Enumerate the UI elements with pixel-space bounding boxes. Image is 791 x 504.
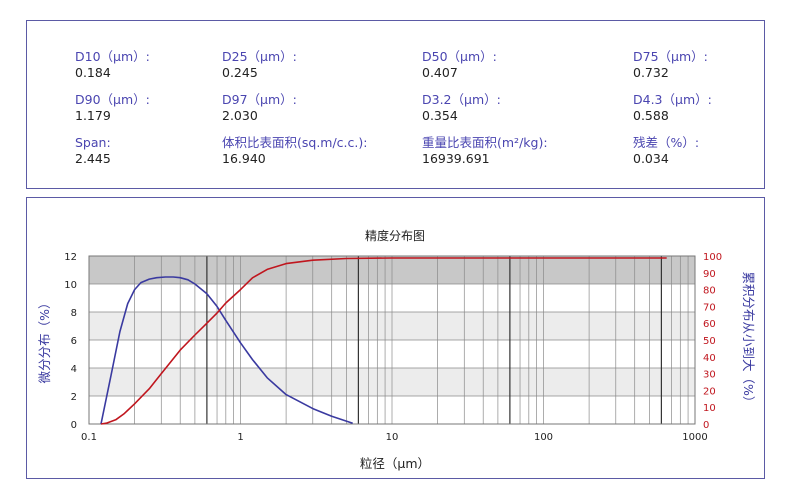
stat-item: Span: 2.445: [75, 135, 111, 167]
y-left-tick-label: 12: [64, 252, 77, 263]
stat-item: D90（μm）: 1.179: [75, 92, 150, 124]
stat-label: D3.2（μm）:: [422, 92, 501, 107]
y-left-tick-label: 8: [71, 308, 77, 319]
x-tick-label: 10: [386, 432, 399, 443]
y-left-tick-label: 0: [71, 420, 77, 431]
distribution-chart: 0.1 1 10 100 1000024681012010203040506070809…: [37, 228, 756, 471]
y-left-tick-label: 6: [71, 336, 77, 347]
y-right-tick-label: 30: [703, 370, 716, 381]
stat-item: D50（μm）: 0.407: [422, 49, 497, 81]
stat-label: D75（μm）:: [633, 49, 708, 64]
y-axis-left-label: 微分分布（%）: [37, 297, 52, 384]
y-right-tick-label: 60: [703, 319, 716, 330]
y-left-tick-label: 4: [71, 364, 77, 375]
stat-label: D4.3（μm）:: [633, 92, 712, 107]
y-axis-right-label: 累积分布从小到大（%）: [741, 272, 756, 409]
stat-value: 16939.691: [422, 151, 490, 166]
stat-label: 残差（%）:: [633, 135, 700, 150]
y-right-tick-label: 80: [703, 286, 716, 297]
stat-item: D10（μm）: 0.184: [75, 49, 150, 81]
y-right-tick-label: 0: [703, 420, 709, 431]
stat-item: 残差（%）: 0.034: [633, 135, 699, 167]
series-layer: [100, 257, 667, 425]
stat-value: 1.179: [75, 108, 111, 123]
stat-label: D10（μm）:: [75, 49, 150, 64]
stat-value: 0.407: [422, 65, 458, 80]
stat-item: D4.3（μm）: 0.588: [633, 92, 712, 124]
chart-panel: 0.1 1 10 100 1000 0 2 4 6 8 10 12 0 10 20 30 40 50 60 70 80 9…: [26, 197, 765, 479]
stat-value: 0.588: [633, 108, 669, 123]
y-right-tick-label: 10: [703, 403, 716, 414]
stat-item: D75（μm）: 0.732: [633, 49, 708, 81]
stat-value: 0.354: [422, 108, 458, 123]
stat-value: 0.034: [633, 151, 669, 166]
stat-value: 0.184: [75, 65, 111, 80]
y-right-tick-label: 90: [703, 269, 716, 280]
stat-item: D25（μm）: 0.245: [222, 49, 297, 81]
chart-title: 精度分布图: [365, 228, 425, 243]
x-tick-label: 100: [534, 432, 553, 443]
stat-value: 2.030: [222, 108, 258, 123]
x-tick-label: 1000: [682, 432, 707, 443]
stat-value: 16.940: [222, 151, 266, 166]
stat-item: 重量比表面积(m²/kg): 16939.691: [422, 135, 548, 167]
y-right-tick-label: 20: [703, 386, 716, 397]
x-tick-label: 0.1: [81, 432, 97, 443]
stat-item: 体积比表面积(sq.m/c.c.): 16.940: [222, 135, 367, 167]
y-left-tick-label: 2: [71, 392, 77, 403]
stat-label: Span:: [75, 135, 111, 150]
stat-value: 0.732: [633, 65, 669, 80]
cumulative-curve: [100, 257, 667, 425]
stat-label: D25（μm）:: [222, 49, 297, 64]
stat-item: D97（μm）: 2.030: [222, 92, 297, 124]
stat-label: 体积比表面积(sq.m/c.c.):: [222, 135, 368, 150]
statistics-panel: D10（μm）: 0.184 D25（μm）: 0.245 D50（μm）: 0.407 D…: [26, 20, 765, 189]
stat-label: D50（μm）:: [422, 49, 497, 64]
y-right-tick-label: 50: [703, 336, 716, 347]
plot-frame: [88, 255, 696, 425]
stat-value: 0.245: [222, 65, 258, 80]
stat-value: 2.445: [75, 151, 111, 166]
y-right-tick-label: 100: [703, 252, 722, 263]
y-right-tick-label: 40: [703, 353, 716, 364]
stat-label: 重量比表面积(m²/kg):: [422, 135, 548, 150]
stat-item: D3.2（μm）: 0.354: [422, 92, 501, 124]
stat-label: D90（μm）:: [75, 92, 150, 107]
y-left-tick-label: 10: [64, 280, 77, 291]
y-right-tick-label: 70: [703, 302, 716, 313]
frequency-curve: [100, 276, 353, 425]
grid-lines: [89, 255, 695, 425]
stat-label: D97（μm）:: [222, 92, 297, 107]
x-axis-label: 粒径（μm）: [360, 456, 430, 471]
x-tick-label: 1: [237, 432, 243, 443]
tick-labels: 0.1 1 10 100 1000024681012010203040506070809…: [64, 252, 722, 443]
